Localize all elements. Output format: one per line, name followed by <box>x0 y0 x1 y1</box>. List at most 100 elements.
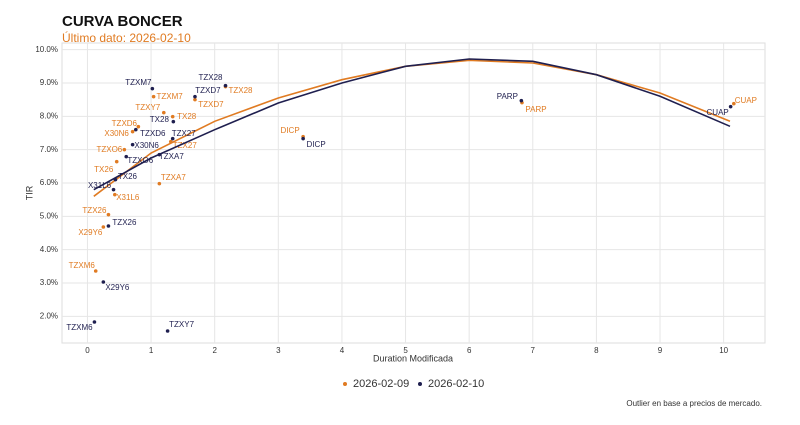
chart-title: CURVA BONCER <box>62 13 183 30</box>
point-label: PARP <box>525 105 546 114</box>
x-tick-label: 2 <box>212 346 217 355</box>
point <box>122 147 127 152</box>
point <box>93 269 98 273</box>
point-label: X30N6 <box>134 141 159 150</box>
point-label: TZXY7 <box>135 103 160 112</box>
point <box>193 97 197 102</box>
point-label: TZX26 <box>112 218 137 227</box>
point <box>301 136 305 141</box>
point-label: TZXA7 <box>161 173 186 182</box>
point-label: TZXA7 <box>159 152 184 161</box>
point <box>124 154 129 159</box>
point <box>157 152 162 157</box>
x-tick-label: 1 <box>149 346 154 355</box>
point-label: TZX26 <box>82 206 107 215</box>
point-label: TZX28 <box>228 86 253 95</box>
y-tick-label: 8.0% <box>40 111 58 120</box>
point <box>161 110 166 115</box>
point-label: TZX27 <box>172 129 197 138</box>
point-label: TZXM6 <box>69 261 96 270</box>
point-label: TZXM7 <box>125 78 152 87</box>
point <box>130 142 135 147</box>
legend-marker <box>343 382 347 386</box>
fit-curve <box>93 58 731 191</box>
point-label: X31L6 <box>116 193 140 202</box>
point <box>170 136 175 141</box>
point <box>171 119 176 124</box>
y-axis-label: TIR <box>24 185 34 200</box>
point-label: TZXD7 <box>195 86 221 95</box>
point <box>133 127 138 132</box>
x-tick-label: 7 <box>531 346 536 355</box>
point <box>113 192 117 197</box>
point <box>168 139 173 144</box>
point <box>111 187 116 192</box>
point-label: DICP <box>307 140 326 149</box>
legend-label: 2026-02-10 <box>428 378 484 390</box>
y-tick-label: 5.0% <box>40 211 58 220</box>
point <box>130 129 135 134</box>
point <box>136 124 141 129</box>
caption: Outlier en base a precios de mercado. <box>626 399 762 408</box>
x-tick-label: 0 <box>85 346 90 355</box>
point <box>113 177 118 182</box>
point <box>732 101 736 106</box>
point-label: TX28 <box>150 115 170 124</box>
point-label: X30N6 <box>104 129 129 138</box>
point-label: X31L6 <box>88 181 112 190</box>
x-tick-label: 4 <box>340 346 345 355</box>
point-label: TZXO6 <box>96 145 122 154</box>
point <box>101 280 106 284</box>
x-tick-label: 9 <box>658 346 663 355</box>
point-label: TZXD7 <box>198 100 224 109</box>
y-tick-label: 10.0% <box>35 45 58 54</box>
point <box>106 212 111 217</box>
point-label: X29Y6 <box>78 228 103 237</box>
y-tick-label: 2.0% <box>40 311 58 320</box>
point-label: TX28 <box>177 112 197 121</box>
point-label: TX26 <box>118 172 138 181</box>
point-label: DICP <box>281 126 300 135</box>
point-label: TZXM6 <box>66 323 93 332</box>
point-label: TZXD6 <box>112 119 138 128</box>
x-tick-label: 8 <box>594 346 599 355</box>
point <box>92 320 97 324</box>
point <box>193 94 197 99</box>
point <box>101 225 106 229</box>
point <box>170 114 175 119</box>
point <box>223 83 228 88</box>
point-label: TX26 <box>94 165 114 174</box>
point <box>114 159 119 164</box>
point-label: TZXY7 <box>169 320 194 329</box>
x-axis-label: Duration Modificada <box>373 353 453 363</box>
legend-marker <box>418 382 422 386</box>
legend-label: 2026-02-09 <box>353 378 409 390</box>
x-tick-label: 6 <box>467 346 472 355</box>
point-label: TZXM7 <box>156 92 183 101</box>
point <box>728 104 733 109</box>
y-tick-label: 6.0% <box>40 178 58 187</box>
point-label: PARP <box>497 92 518 101</box>
point-label: TZX27 <box>173 141 198 150</box>
x-tick-label: 3 <box>276 346 281 355</box>
point <box>106 224 111 228</box>
y-tick-label: 4.0% <box>40 245 58 254</box>
x-tick-label: 10 <box>719 346 728 355</box>
point <box>151 94 156 99</box>
point <box>165 329 170 333</box>
point <box>519 98 524 103</box>
point-label: X29Y6 <box>105 283 130 292</box>
point-label: TZXO6 <box>127 156 153 165</box>
point-label: CUAP <box>735 96 757 105</box>
y-tick-label: 9.0% <box>40 78 58 87</box>
point-label: CUAP <box>707 108 729 117</box>
y-tick-label: 3.0% <box>40 278 58 287</box>
point <box>150 86 155 91</box>
point-label: TZX28 <box>198 73 223 82</box>
point <box>157 181 162 186</box>
chart-subtitle: Último dato: 2026-02-10 <box>62 30 191 45</box>
y-tick-label: 7.0% <box>40 145 58 154</box>
point-label: TZXD6 <box>140 129 166 138</box>
x-tick-label: 5 <box>403 346 408 355</box>
